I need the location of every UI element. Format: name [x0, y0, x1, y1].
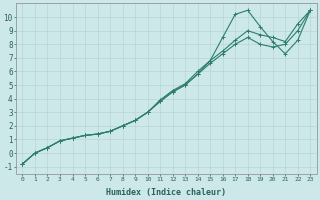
X-axis label: Humidex (Indice chaleur): Humidex (Indice chaleur): [106, 188, 226, 197]
